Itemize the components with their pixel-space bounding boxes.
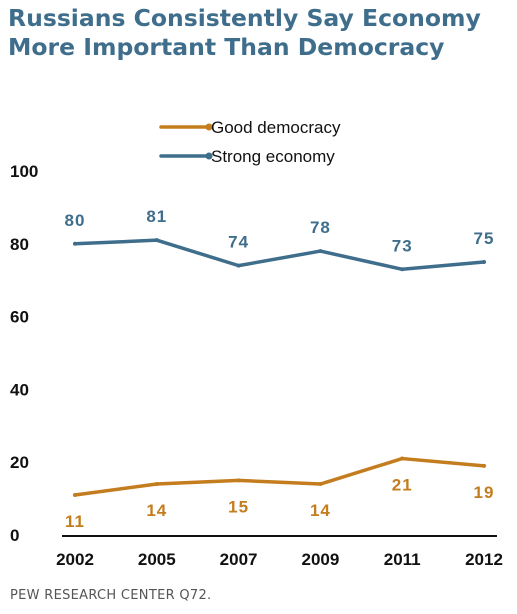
data-label: 74	[228, 233, 249, 252]
y-axis: 0 20 40 60 80 100	[10, 162, 38, 545]
data-point	[318, 482, 323, 487]
data-point	[318, 249, 323, 254]
legend-label: Good democracy	[211, 118, 341, 137]
data-label: 21	[392, 476, 413, 495]
data-point	[482, 260, 486, 264]
source-note: PEW RESEARCH CENTER Q72.	[10, 588, 212, 603]
data-point	[400, 267, 405, 272]
legend-label: Strong economy	[211, 147, 335, 166]
data-point	[400, 456, 405, 461]
data-label: 78	[310, 218, 331, 237]
x-tick-label: 2005	[138, 550, 176, 569]
x-tick-label: 2002	[56, 550, 94, 569]
data-label: 11	[65, 512, 85, 531]
series-line-good-democracy	[73, 456, 486, 497]
x-tick-label: 2007	[220, 550, 258, 569]
data-label: 81	[146, 207, 167, 226]
data-label: 75	[474, 229, 495, 248]
y-tick-label: 20	[10, 453, 29, 472]
data-point	[154, 482, 159, 487]
legend-swatch-marker	[205, 152, 213, 160]
data-label: 73	[392, 236, 413, 255]
legend-swatch-marker	[205, 123, 213, 131]
x-tick-label: 2009	[301, 550, 339, 569]
data-label: 14	[310, 501, 331, 520]
chart-legend: Good democracy Strong economy	[159, 118, 341, 166]
data-point	[73, 492, 77, 497]
data-point	[236, 478, 241, 483]
y-tick-label: 60	[10, 308, 29, 327]
y-tick-label: 40	[10, 380, 29, 399]
y-tick-label: 100	[10, 162, 38, 181]
data-point	[73, 241, 77, 246]
data-label: 80	[65, 211, 86, 230]
x-axis: 2002 2005 2007 2009 2011 2012	[56, 535, 503, 569]
data-point	[154, 238, 159, 243]
x-tick-label: 2012	[465, 550, 503, 569]
data-label: 19	[474, 483, 495, 502]
series-line-strong-economy	[73, 238, 486, 272]
chart-title: Russians Consistently Say Economy More I…	[8, 4, 481, 61]
data-label: 14	[146, 501, 167, 520]
series-layer: 11 14 15 14 21 19 80 81 74 78 73 75	[65, 207, 495, 531]
y-tick-label: 80	[10, 235, 29, 254]
y-tick-label: 0	[10, 526, 19, 545]
x-tick-label: 2011	[384, 550, 421, 569]
data-label: 15	[228, 497, 249, 516]
data-point	[236, 263, 241, 268]
data-point	[482, 463, 486, 468]
